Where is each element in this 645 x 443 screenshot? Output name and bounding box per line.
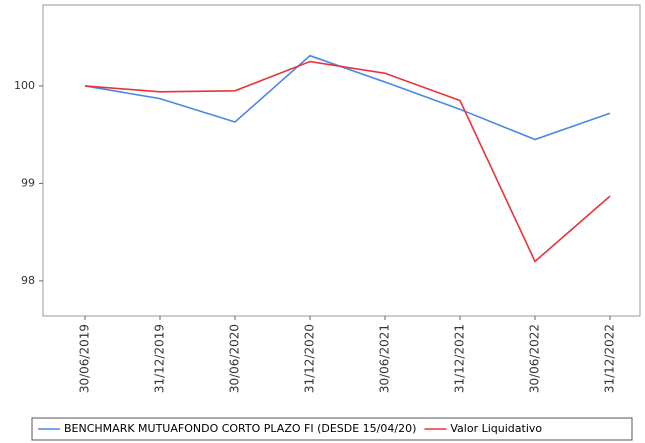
y-tick-label: 98 [21, 274, 35, 287]
series-line [84, 60, 611, 263]
x-tick-label: 31/12/2020 [303, 324, 317, 393]
x-tick-label: 31/12/2019 [153, 324, 167, 393]
x-tick-label: 31/12/2022 [603, 324, 617, 393]
x-tick-label: 30/06/2021 [378, 324, 392, 393]
legend-box [31, 417, 633, 441]
x-tick-label: 30/06/2020 [228, 324, 242, 393]
legend-label: BENCHMARK MUTUAFONDO CORTO PLAZO FI (DES… [64, 422, 416, 435]
y-tick-label: 99 [21, 176, 35, 189]
x-tick-label: 31/12/2021 [453, 324, 467, 393]
x-tick-label: 30/06/2022 [528, 324, 542, 393]
series-line [84, 54, 611, 141]
y-tick-label: 100 [14, 79, 35, 92]
legend-label: Valor Liquidativo [450, 422, 542, 435]
plot-frame [42, 4, 641, 317]
x-tick-label: 30/06/2019 [78, 324, 92, 393]
